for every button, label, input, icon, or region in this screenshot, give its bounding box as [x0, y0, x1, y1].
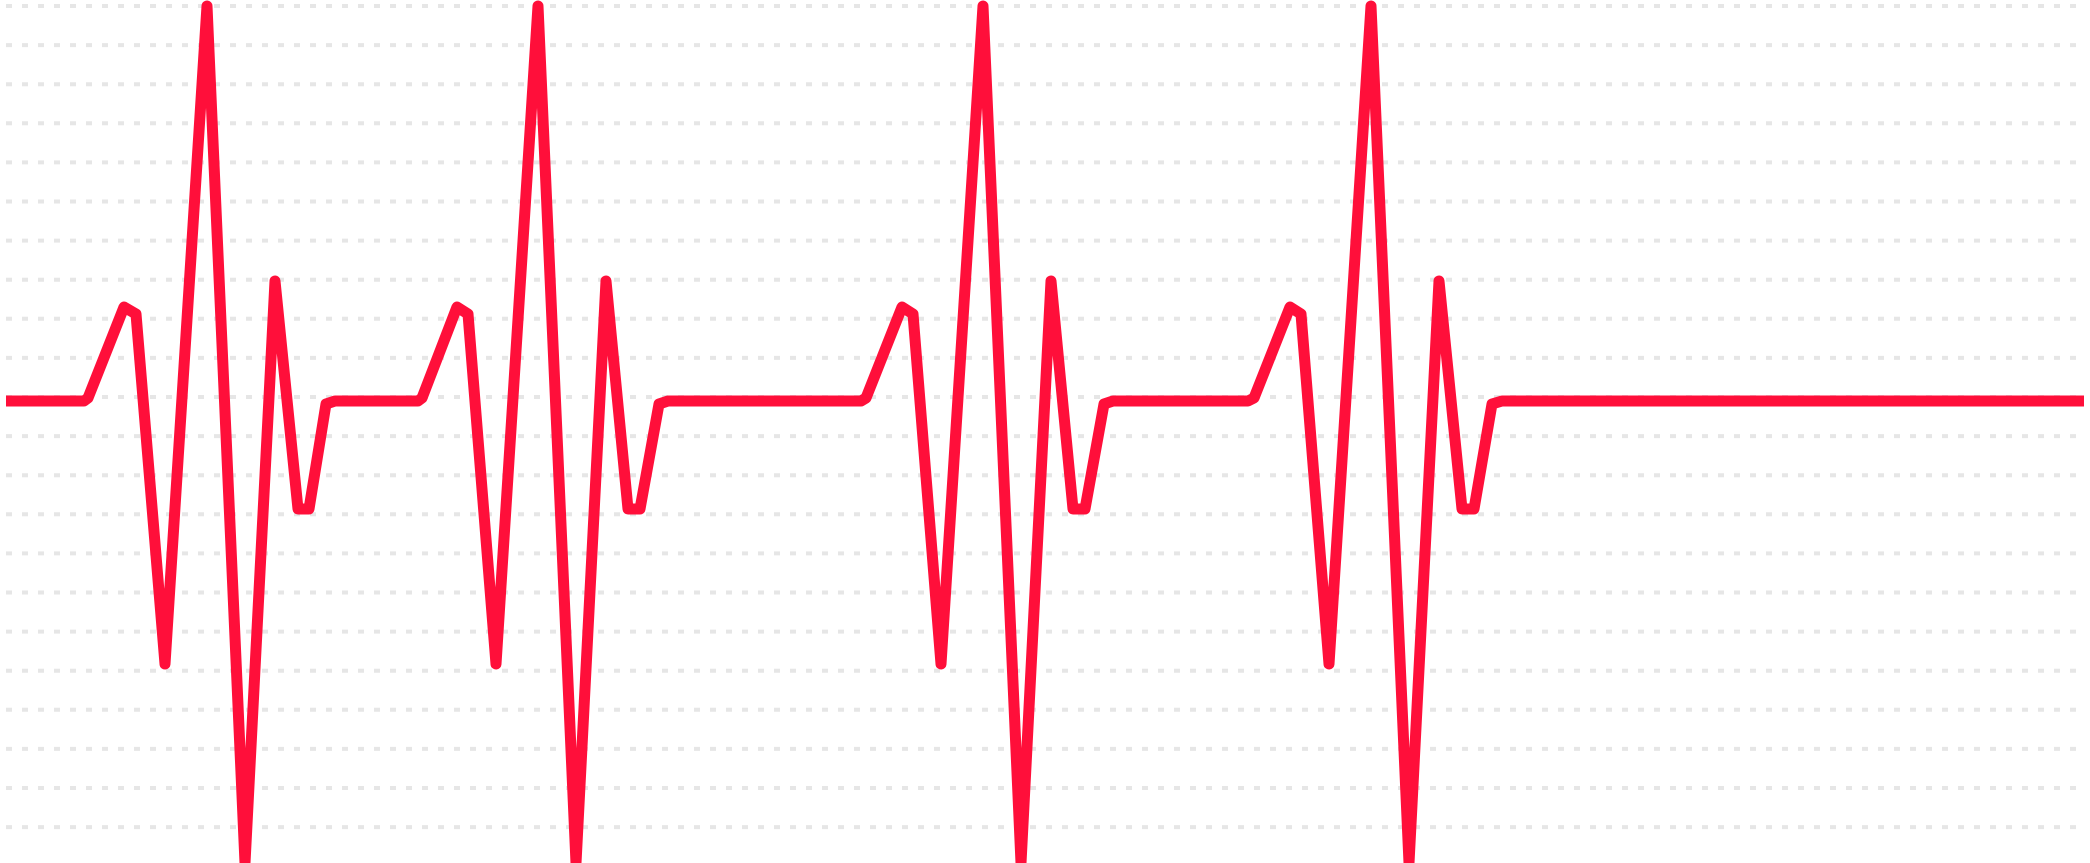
- heartbeat-trace: [6, 0, 2084, 863]
- grid-lines: [6, 4, 2084, 830]
